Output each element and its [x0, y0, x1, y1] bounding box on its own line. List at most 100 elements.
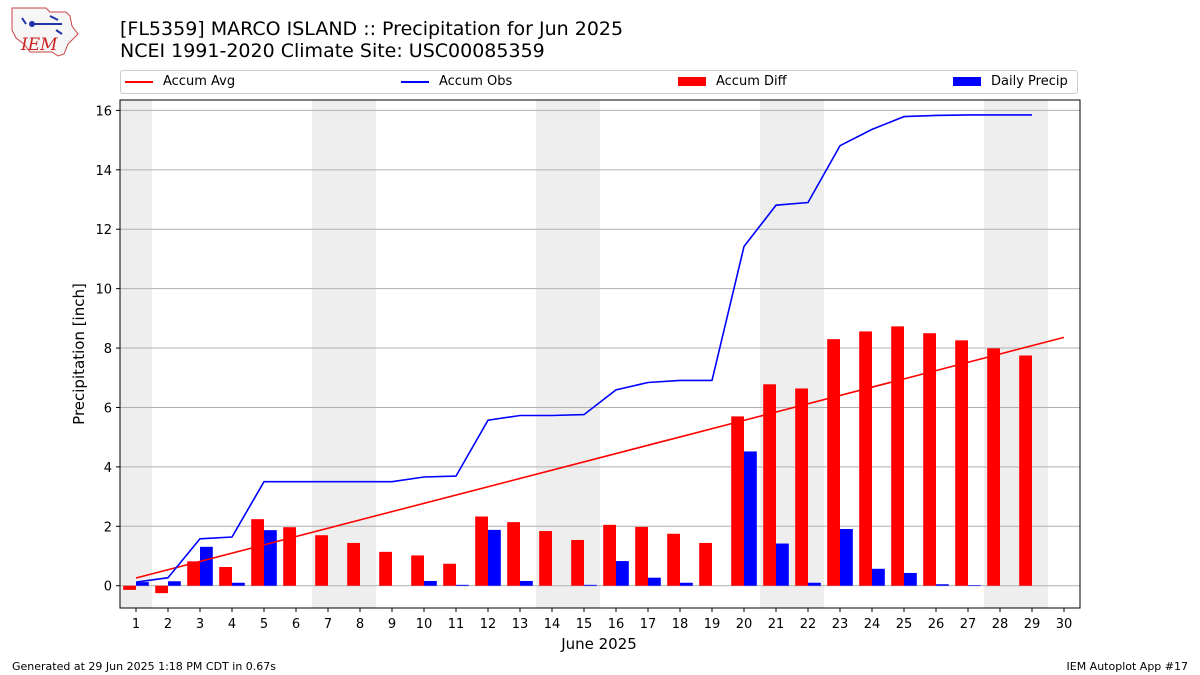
- accum-diff-bar-day-17: [635, 526, 648, 586]
- x-tick-label-21: 21: [768, 617, 785, 632]
- accum-diff-bar-day-15: [571, 539, 584, 586]
- y-axis-label: Precipitation [inch]: [70, 283, 88, 425]
- x-tick-label-9: 9: [388, 617, 396, 632]
- legend-swatch-accum-obs: [401, 80, 429, 83]
- daily-precip-bar-day-15: [584, 584, 597, 586]
- daily-precip-bar-day-18: [680, 582, 693, 586]
- daily-precip-bar-day-20: [744, 451, 757, 586]
- x-tick-label-23: 23: [832, 617, 849, 632]
- y-tick-label-10: 10: [95, 283, 112, 298]
- legend-label-accum-avg: Accum Avg: [163, 74, 236, 89]
- x-tick-label-19: 19: [704, 617, 721, 632]
- accum-diff-bar-day-1: [123, 585, 136, 590]
- accum-obs-line: [135, 114, 1032, 583]
- y-tick-label-0: 0: [104, 580, 112, 595]
- x-tick-label-7: 7: [324, 617, 332, 632]
- daily-precip-bar-day-16: [616, 561, 629, 586]
- logo-text: IEM: [20, 35, 58, 55]
- legend-swatch-accum-avg: [125, 80, 153, 83]
- legend-entry-daily-precip: Daily Precip: [953, 74, 1068, 89]
- x-tick-label-20: 20: [736, 617, 753, 632]
- daily-precip-bar-day-12: [488, 529, 501, 586]
- daily-precip-bar-day-22: [808, 582, 821, 586]
- y-axis-ticks: 0 2 4 6 8 10 12 14 16: [95, 104, 120, 595]
- app-note: IEM Autoplot App #17: [1066, 660, 1189, 673]
- x-tick-label-14: 14: [544, 617, 561, 632]
- y-tick-label-12: 12: [95, 223, 112, 238]
- weekend-band-day-7: [312, 100, 344, 608]
- iem-logo: IEM: [11, 7, 79, 57]
- y-tick-label-6: 6: [104, 401, 112, 416]
- legend-label-accum-obs: Accum Obs: [439, 74, 513, 89]
- x-tick-label-15: 15: [576, 617, 593, 632]
- x-tick-label-10: 10: [416, 617, 433, 632]
- y-tick-label-14: 14: [95, 164, 112, 179]
- accum-diff-bar-day-22: [795, 388, 808, 586]
- chart-subtitle: NCEI 1991-2020 Climate Site: USC00085359: [120, 40, 545, 62]
- accum-diff-bar-day-11: [443, 563, 456, 586]
- daily-precip-bar-day-1: [136, 582, 149, 586]
- accum-diff-bar-day-8: [347, 542, 360, 586]
- y-tick-label-8: 8: [104, 342, 112, 357]
- x-tick-label-22: 22: [800, 617, 817, 632]
- x-tick-label-25: 25: [896, 617, 913, 632]
- x-tick-label-18: 18: [672, 617, 689, 632]
- x-tick-label-17: 17: [640, 617, 657, 632]
- x-axis-label: June 2025: [560, 635, 637, 653]
- daily-precip-bar-day-13: [520, 580, 533, 586]
- accum-diff-bar-day-14: [539, 531, 552, 586]
- legend-label-daily-precip: Daily Precip: [991, 74, 1068, 89]
- legend-label-accum-diff: Accum Diff: [716, 74, 787, 89]
- y-tick-label-4: 4: [104, 461, 112, 476]
- accum-diff-bar-day-23: [827, 339, 840, 586]
- accum-diff-bar-day-5: [251, 519, 264, 586]
- accum-diff-bar-day-28: [987, 348, 1000, 586]
- accum-diff-bar-day-7: [315, 535, 328, 586]
- x-tick-label-5: 5: [260, 617, 268, 632]
- legend: Accum Avg Accum Obs Accum Diff Daily Pre…: [120, 70, 1078, 94]
- legend-entry-accum-diff: Accum Diff: [678, 74, 787, 89]
- accum-diff-bar-day-25: [891, 326, 904, 586]
- accum-diff-bar-day-12: [475, 516, 488, 586]
- x-tick-label-24: 24: [864, 617, 881, 632]
- daily-precip-bar-day-26: [936, 584, 949, 586]
- x-tick-label-30: 30: [1056, 617, 1073, 632]
- accum-diff-bar-day-4: [219, 567, 232, 586]
- x-tick-label-27: 27: [960, 617, 977, 632]
- accum-diff-bar-day-19: [699, 542, 712, 586]
- accum-diff-bar-day-6: [283, 527, 296, 586]
- plot-frame: [119, 99, 1081, 609]
- daily-precip-bar-day-2: [168, 581, 181, 586]
- generated-note: Generated at 29 Jun 2025 1:18 PM CDT in …: [12, 660, 277, 673]
- x-tick-label-2: 2: [164, 617, 172, 632]
- grid-lines: [120, 109, 1080, 587]
- accum-diff-bar-day-18: [667, 533, 680, 586]
- daily-precip-bar-day-4: [232, 582, 245, 586]
- daily-precip-bar-day-5: [264, 530, 277, 586]
- weekend-band-day-8: [344, 100, 376, 608]
- legend-entry-accum-avg: Accum Avg: [125, 74, 235, 89]
- x-tick-label-28: 28: [992, 617, 1009, 632]
- daily-precip-bar-day-17: [648, 577, 661, 586]
- x-tick-label-6: 6: [292, 617, 300, 632]
- daily-precip-bar-day-27: [968, 585, 981, 586]
- x-tick-label-13: 13: [512, 617, 529, 632]
- accum-diff-bar-day-16: [603, 524, 616, 586]
- x-tick-label-3: 3: [196, 617, 204, 632]
- accum-diff-bar-day-21: [763, 384, 776, 586]
- x-tick-label-8: 8: [356, 617, 364, 632]
- accum-diff-bar-day-24: [859, 331, 872, 586]
- chart-title: [FL5359] MARCO ISLAND :: Precipitation f…: [120, 18, 624, 40]
- weekend-band-day-1: [120, 100, 152, 608]
- accum-diff-bar-day-20: [731, 416, 744, 586]
- accum-diff-bar-day-3: [187, 561, 200, 586]
- legend-swatch-accum-diff: [678, 77, 706, 86]
- x-tick-label-4: 4: [228, 617, 236, 632]
- daily-precip-bar-day-10: [424, 580, 437, 586]
- weekend-band-day-14: [536, 100, 568, 608]
- daily-precip-bar-day-11: [456, 584, 469, 586]
- accum-diff-bar-day-27: [955, 340, 968, 586]
- x-tick-label-1: 1: [132, 617, 140, 632]
- accum-diff-bars: [123, 326, 1032, 594]
